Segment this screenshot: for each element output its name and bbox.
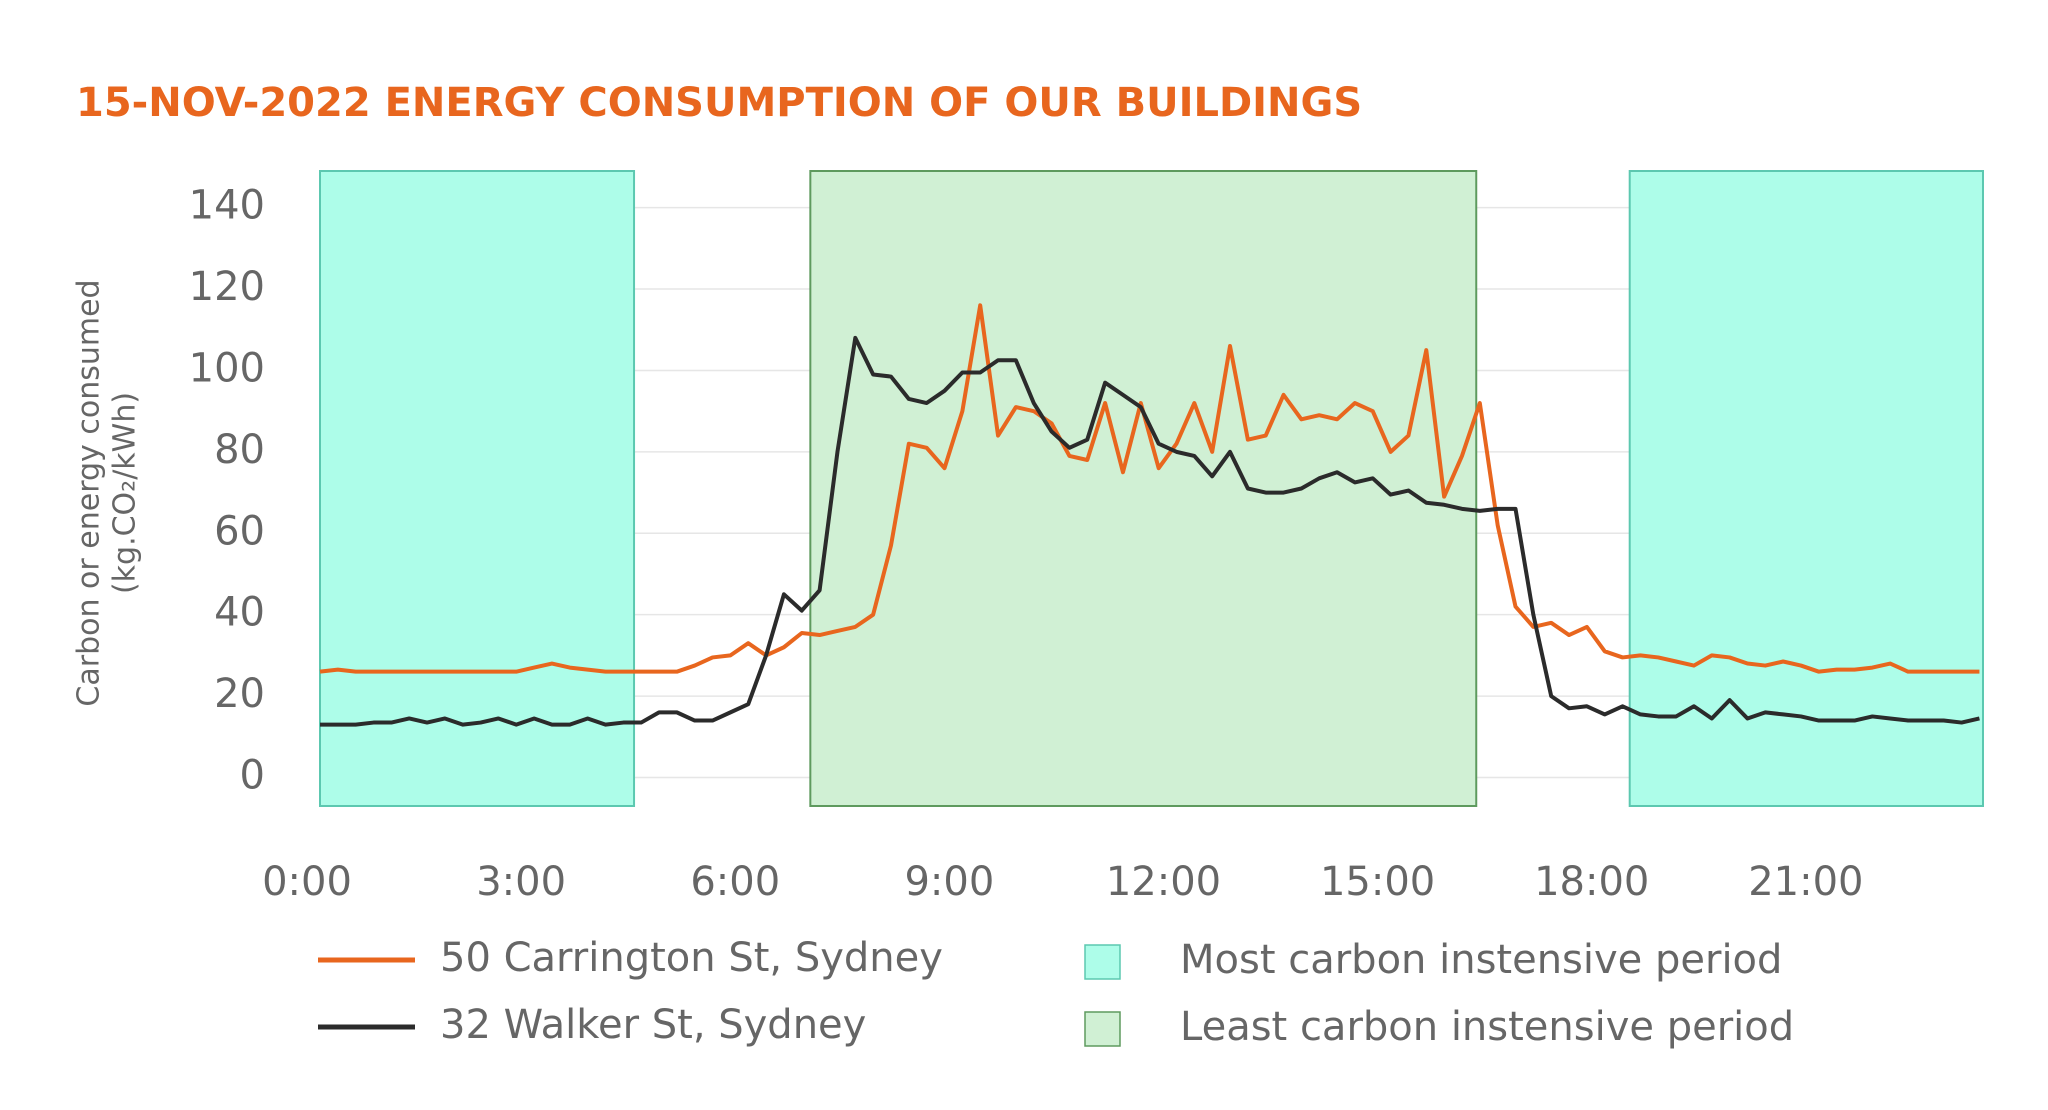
y-tick-label: 0 xyxy=(240,753,265,799)
data-line xyxy=(320,335,1980,727)
y-tick-label: 40 xyxy=(214,590,265,636)
x-tick-label: 6:00 xyxy=(690,859,780,905)
legend-label: 50 Carrington St, Sydney xyxy=(440,935,943,981)
y-axis-label: Carbon or energy consumed xyxy=(72,279,107,706)
chart-title: 15-NOV-2022 ENERGY CONSUMPTION OF OUR BU… xyxy=(76,80,1362,126)
legend-label: Least carbon instensive period xyxy=(1180,1004,1794,1050)
y-tick-label: 120 xyxy=(189,264,265,310)
shaded-period xyxy=(809,170,1478,807)
y-tick-label: 20 xyxy=(214,671,265,717)
legend-swatch xyxy=(1084,1011,1121,1047)
x-tick-label: 9:00 xyxy=(904,859,994,905)
x-tick-label: 18:00 xyxy=(1534,859,1649,905)
legend-swatch xyxy=(1084,944,1121,980)
y-tick-label: 140 xyxy=(189,183,265,229)
y-axis-unit: (kg.CO₂/kWh) xyxy=(108,392,143,594)
x-tick-label: 3:00 xyxy=(476,859,566,905)
x-tick-label: 15:00 xyxy=(1320,859,1435,905)
x-tick-label: 21:00 xyxy=(1748,859,1863,905)
data-line xyxy=(319,303,1980,674)
x-tick-label: 0:00 xyxy=(262,859,352,905)
y-tick-label: 80 xyxy=(214,427,265,473)
shaded-period xyxy=(1628,170,1984,807)
shaded-period xyxy=(319,170,636,807)
y-tick-label: 60 xyxy=(214,508,265,554)
x-tick-label: 12:00 xyxy=(1106,859,1221,905)
y-tick-label: 100 xyxy=(189,345,265,391)
legend-label: 32 Walker St, Sydney xyxy=(440,1002,866,1048)
legend-label: Most carbon instensive period xyxy=(1180,937,1782,983)
